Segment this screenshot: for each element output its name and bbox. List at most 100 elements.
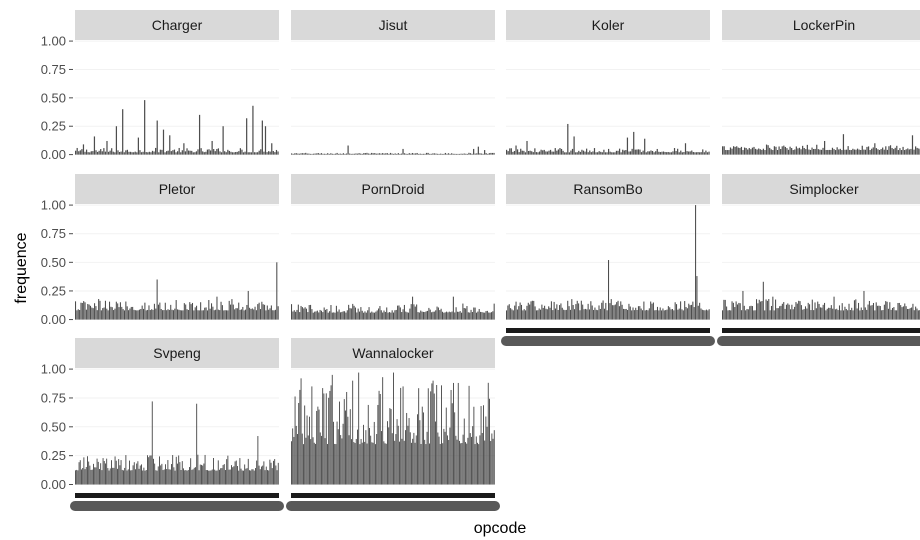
bar xyxy=(764,310,766,320)
bar xyxy=(480,153,483,155)
bar xyxy=(329,390,331,485)
bar xyxy=(445,407,447,485)
bar xyxy=(673,310,675,320)
bar xyxy=(571,148,574,155)
bar xyxy=(141,305,143,320)
bar xyxy=(548,306,550,320)
bar xyxy=(319,153,321,155)
bar xyxy=(475,436,477,485)
bar xyxy=(211,140,213,155)
bar xyxy=(117,468,118,485)
bar xyxy=(444,312,446,320)
bar xyxy=(850,150,852,155)
bar xyxy=(872,302,875,320)
bar xyxy=(869,150,871,155)
bar xyxy=(847,146,849,155)
bar xyxy=(510,148,512,155)
bar xyxy=(239,458,241,485)
bar xyxy=(249,152,251,155)
bar xyxy=(477,146,479,155)
bar xyxy=(863,290,865,320)
bar xyxy=(272,151,274,155)
bar xyxy=(334,312,336,320)
bar xyxy=(91,307,93,320)
bar xyxy=(301,433,303,485)
bar xyxy=(255,468,256,485)
bar xyxy=(473,406,475,485)
bar xyxy=(194,307,196,320)
facet-strip-label: Svpeng xyxy=(153,345,200,361)
bar xyxy=(83,457,85,485)
bar xyxy=(902,146,904,155)
bar xyxy=(138,468,140,485)
bar xyxy=(168,469,170,485)
bar xyxy=(825,310,827,320)
x-tick-labels-overlap xyxy=(286,501,500,511)
bar xyxy=(871,305,873,320)
bar xyxy=(618,306,620,320)
bar xyxy=(753,146,755,155)
bar xyxy=(828,149,830,155)
bar xyxy=(446,311,448,320)
bar xyxy=(830,149,832,155)
bar xyxy=(904,303,906,320)
bar xyxy=(123,310,126,320)
bar xyxy=(697,152,699,155)
bar xyxy=(363,312,365,320)
bar xyxy=(180,152,182,155)
bar xyxy=(369,312,371,320)
bar xyxy=(136,310,138,320)
bar xyxy=(312,312,314,320)
bar xyxy=(560,148,563,155)
bar xyxy=(893,149,895,155)
bar xyxy=(315,311,317,320)
bar xyxy=(117,303,119,320)
bar xyxy=(886,301,888,320)
bar xyxy=(894,310,896,320)
bar xyxy=(916,308,918,320)
bar xyxy=(292,428,294,485)
bar xyxy=(747,149,749,155)
bar xyxy=(845,308,847,320)
bar xyxy=(183,143,185,155)
y-axis-row-3: 0.000.250.500.751.00 xyxy=(41,362,73,492)
bar xyxy=(169,135,171,155)
bar xyxy=(350,153,352,155)
bar xyxy=(133,462,135,485)
bar xyxy=(225,310,228,320)
bar xyxy=(654,310,656,320)
bar xyxy=(762,281,764,320)
bar xyxy=(174,470,176,485)
bar xyxy=(728,150,730,155)
bar xyxy=(127,469,129,485)
bar xyxy=(130,470,132,485)
facet-strip xyxy=(506,10,710,40)
bar xyxy=(662,308,664,320)
bar xyxy=(79,150,81,155)
bar xyxy=(457,382,459,485)
bar xyxy=(264,126,267,155)
bar xyxy=(542,150,544,155)
bar xyxy=(291,441,292,485)
bar xyxy=(891,148,893,155)
bar xyxy=(142,151,144,155)
bar xyxy=(391,153,393,155)
bar xyxy=(913,310,915,320)
bar xyxy=(519,302,521,320)
bar xyxy=(136,152,138,155)
bar xyxy=(156,279,158,320)
bar xyxy=(917,310,919,320)
bar xyxy=(515,301,517,320)
bar xyxy=(723,299,725,320)
bar xyxy=(600,151,602,155)
y-axis-row-1: 0.000.250.500.751.00 xyxy=(41,34,73,162)
bar xyxy=(805,149,807,155)
bar xyxy=(192,469,194,485)
bar xyxy=(94,303,96,320)
bar xyxy=(537,152,539,155)
bar xyxy=(148,457,150,485)
bar xyxy=(238,470,240,485)
bar xyxy=(611,152,613,155)
bar xyxy=(261,466,262,485)
bar xyxy=(910,148,912,155)
